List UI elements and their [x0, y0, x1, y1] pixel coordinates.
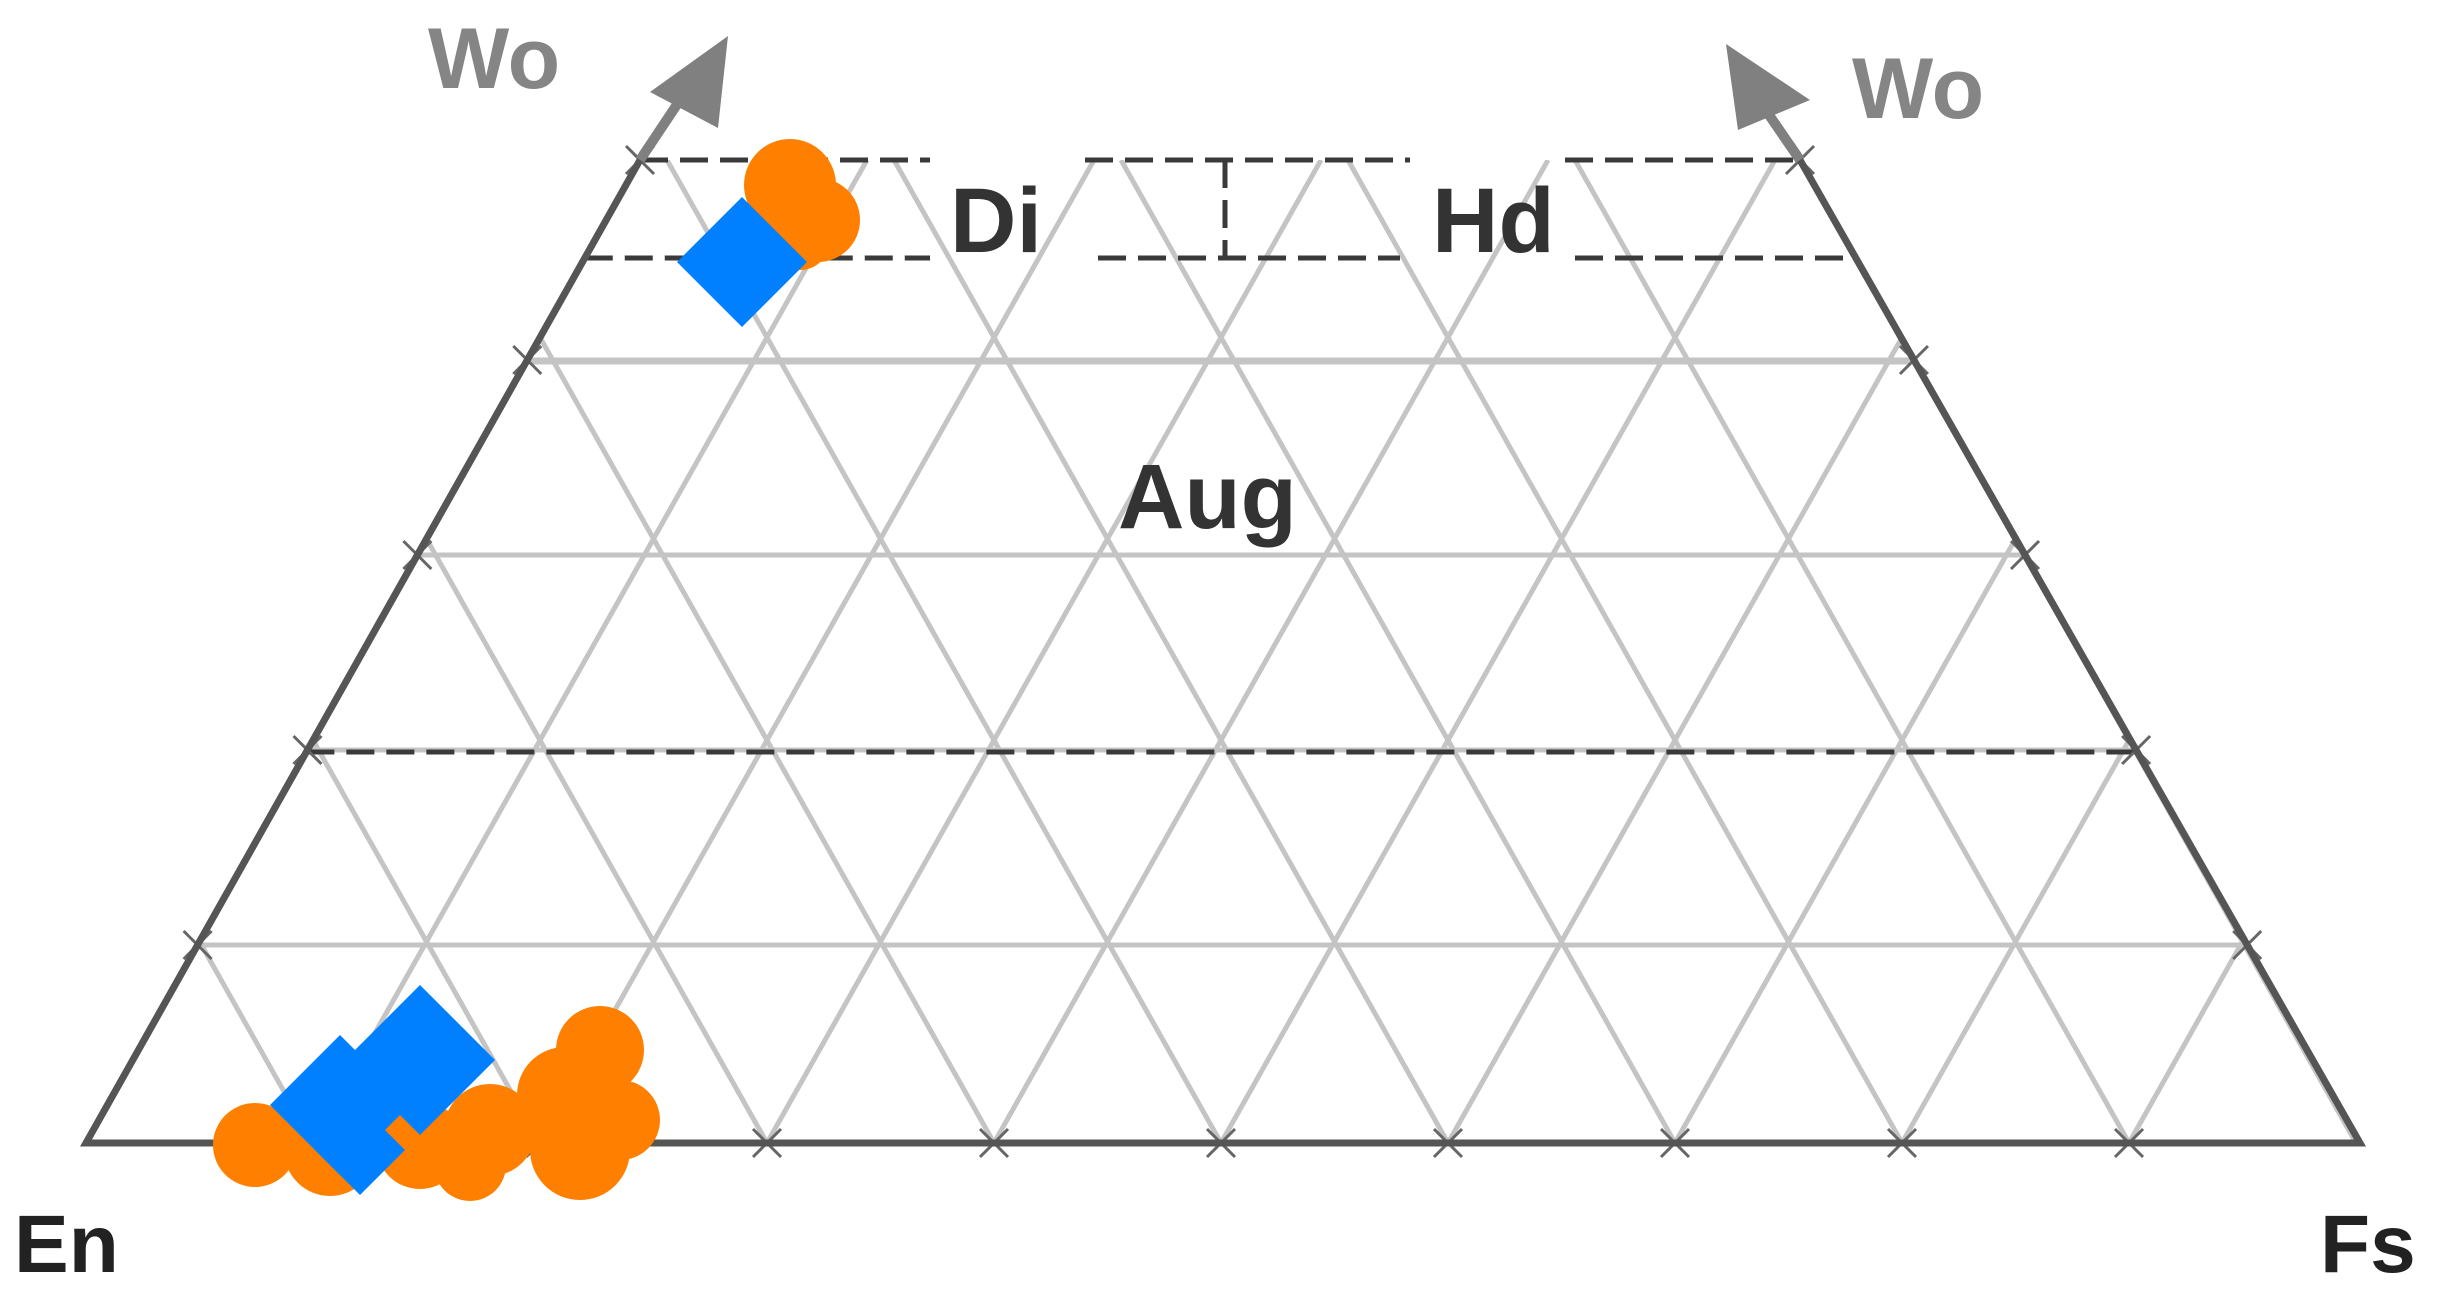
outline-path — [80, 156, 2367, 1147]
grid-line-diagonal — [1218, 160, 1778, 1143]
grid-line-diagonal — [86, 160, 543, 1143]
grid-line-diagonal — [86, 160, 89, 1143]
sample-marker-orange — [580, 1080, 660, 1160]
grid-line-diagonal — [310, 160, 870, 1143]
field-label-augite: Aug — [1118, 446, 1297, 548]
grid-line-diagonal — [664, 160, 1224, 1143]
sample-markers — [213, 139, 860, 1201]
grid-line-diagonal — [2026, 160, 2360, 1143]
sample-marker-blue — [345, 985, 495, 1135]
grid-line-diagonal — [1118, 160, 1678, 1143]
grid-line-diagonal — [437, 160, 997, 1143]
grid-line-diagonal — [1572, 160, 2132, 1143]
sample-marker-blue — [315, 1105, 405, 1195]
grid-line-diagonal — [86, 160, 189, 1143]
corner-label-fs: Fs — [2320, 1199, 2416, 1290]
field-label-diopside: Di — [950, 170, 1042, 272]
grid-line-diagonal — [991, 160, 1551, 1143]
sample-marker-orange — [213, 1103, 297, 1187]
grid-line-diagonal — [1445, 160, 2005, 1143]
grid-line-diagonal — [1345, 160, 1905, 1143]
corner-label-en: En — [14, 1199, 119, 1290]
wo-arrow-left-head — [650, 36, 728, 128]
grid-line-diagonal — [210, 160, 770, 1143]
field-label-hedenbergite: Hd — [1432, 170, 1555, 272]
grid-line-diagonal — [764, 160, 1324, 1143]
grid-line-diagonal — [537, 160, 1097, 1143]
grid-line-diagonal — [2253, 160, 2360, 1143]
grid-line-diagonal — [2126, 160, 2360, 1143]
sample-marker-orange — [434, 1129, 506, 1201]
wo-arrows — [635, 36, 1810, 163]
sample-marker-blue — [677, 197, 807, 327]
grid-line-diagonal — [2353, 160, 2360, 1143]
apex-left-label: Wo — [428, 11, 560, 107]
grid-line-diagonal — [86, 160, 316, 1143]
grid-line-diagonal — [86, 160, 416, 1143]
sample-marker-orange — [556, 1006, 644, 1094]
grid-line-diagonal — [891, 160, 1451, 1143]
apex-right-label: Wo — [1852, 41, 1984, 137]
grid-line-diagonal — [1899, 160, 2360, 1143]
wo-arrow-right-head — [1726, 44, 1810, 130]
quadrilateral-outline — [80, 156, 2367, 1147]
grid-line-diagonal — [1672, 160, 2232, 1143]
